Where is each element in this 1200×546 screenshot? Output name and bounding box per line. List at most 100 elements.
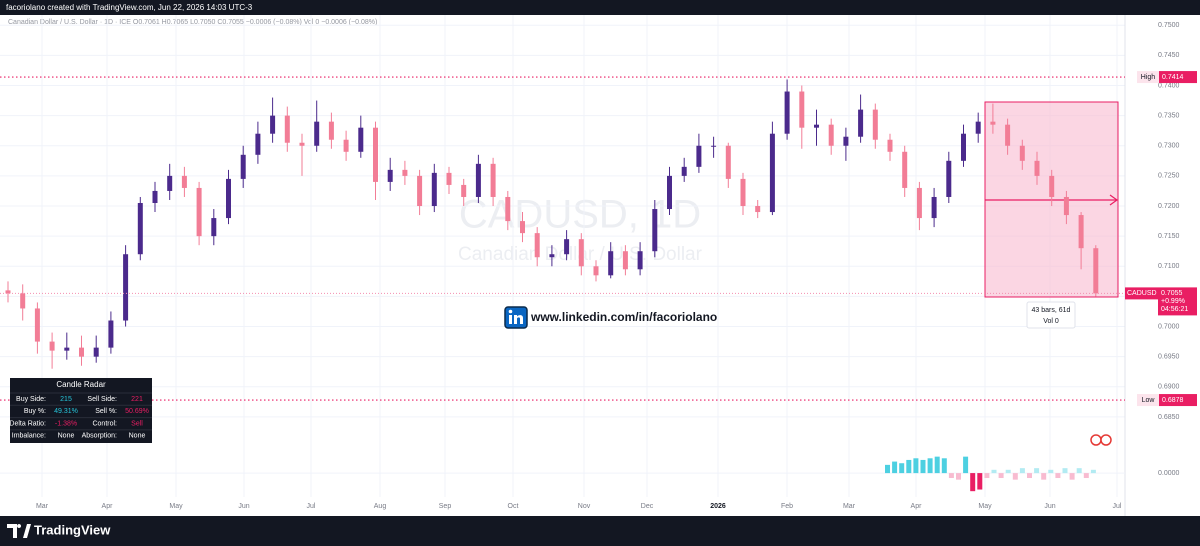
candle-body <box>108 320 114 348</box>
low-value: 0.6878 <box>1162 397 1184 404</box>
candle-body <box>1078 215 1084 249</box>
osc-bar <box>885 464 890 474</box>
last-symbol-box <box>1125 287 1158 300</box>
candle-body <box>79 347 84 357</box>
y-tick-label: 0.7450 <box>1158 52 1180 59</box>
y-tick-label: 0.7300 <box>1158 143 1180 150</box>
osc-bar <box>941 458 947 474</box>
y-tick-label: 0.7250 <box>1158 173 1180 180</box>
osc-bar <box>892 461 898 474</box>
radar-bg <box>10 378 152 443</box>
flag-icon <box>1100 434 1112 446</box>
osc-bar <box>1005 469 1011 474</box>
candle-body <box>755 206 761 213</box>
measure-vol: Vol 0 <box>1043 318 1059 325</box>
y-tick-label: 0.6850 <box>1158 414 1180 421</box>
candle-body <box>1034 160 1040 176</box>
radar-cell: Sell Side: <box>87 396 117 403</box>
candle-body <box>593 266 599 276</box>
linkedin-icon-dot <box>508 309 513 314</box>
candle-body <box>137 203 143 255</box>
radar-cell: Buy Side: <box>16 396 46 403</box>
candle-body <box>167 175 173 191</box>
candle-body <box>446 172 452 185</box>
candle-body <box>461 184 467 197</box>
osc-bar <box>977 473 983 490</box>
candle-body <box>490 163 496 197</box>
radar-cell: None <box>58 433 75 440</box>
candle-radar: Candle Radar Buy Side: 215 Sell Side: 221 Buy… <box>9 378 152 443</box>
y-tick-label: 0.7200 <box>1158 203 1180 210</box>
x-tick-label: Apr <box>102 503 114 510</box>
radar-cell: Absorption: <box>82 433 117 440</box>
candle-body <box>240 154 246 179</box>
candle-body <box>1063 196 1069 216</box>
y-tick-label: 0.7000 <box>1158 323 1180 330</box>
osc-bar <box>1076 468 1082 474</box>
radar-cell: Delta Ratio: <box>9 420 46 427</box>
candles <box>5 79 1099 369</box>
high-tag-box <box>1137 71 1159 84</box>
x-tick-label: Feb <box>781 503 793 510</box>
y-tick-label: 0.7400 <box>1158 82 1180 89</box>
radar-cell: Sell <box>131 420 143 427</box>
linkedin-link: www.linkedin.com/in/facoriolano <box>530 310 717 324</box>
y-tick-label: 0.7500 <box>1158 22 1180 29</box>
osc-bar <box>970 473 976 492</box>
x-tick-label: May <box>169 503 183 510</box>
candle-body <box>1005 124 1011 146</box>
x-tick-label: Aug <box>374 503 387 510</box>
linkedin-icon-i <box>509 315 512 324</box>
candle-body <box>637 251 643 270</box>
radar-cell: Control: <box>92 420 117 427</box>
high-tag: High <box>1141 74 1156 81</box>
candle-body <box>784 91 790 134</box>
candle-body <box>916 187 922 219</box>
candle-body <box>1049 175 1055 197</box>
osc-bar <box>1041 473 1047 480</box>
flag-icon <box>1090 434 1102 446</box>
osc-bar <box>913 458 919 474</box>
osc-bar <box>927 458 933 474</box>
osc-bar <box>1034 468 1040 474</box>
candle-body <box>711 145 717 147</box>
osc-bar <box>956 473 961 480</box>
top-bar <box>0 0 1200 15</box>
x-tick-label: Jun <box>238 503 249 510</box>
candle-body <box>1019 145 1025 161</box>
radar-cell: 49.31% <box>54 408 78 415</box>
osc-bar <box>899 463 905 474</box>
bottom-bar <box>0 516 1200 546</box>
candle-body <box>284 115 290 143</box>
candle-body <box>358 127 364 152</box>
candle-body <box>549 254 555 258</box>
radar-cell: 215 <box>60 396 72 403</box>
y-tick-label: 0.6950 <box>1158 354 1180 361</box>
last-symbol: CADUSD <box>1127 290 1157 297</box>
candle-body <box>622 251 628 270</box>
candle-body <box>769 133 775 213</box>
candle-body <box>564 239 570 255</box>
osc-bar <box>963 456 969 474</box>
x-tick-label: Mar <box>843 503 856 510</box>
osc-bar <box>1019 468 1025 474</box>
last-value-box <box>1158 287 1197 316</box>
candle-body <box>34 308 40 342</box>
header-text: facoriolano created with TradingView.com… <box>6 3 253 12</box>
radar-cell: 50.69% <box>125 408 149 415</box>
radar-cell: 221 <box>131 396 143 403</box>
osc-bar <box>1048 469 1054 474</box>
x-tick-label: Dec <box>641 503 654 510</box>
candle-body <box>814 124 819 128</box>
candle-body <box>387 169 393 182</box>
candle-body <box>328 121 334 140</box>
linkedin-icon-n <box>514 315 523 324</box>
candle-body <box>828 124 834 146</box>
x-tick-label: Apr <box>911 503 923 510</box>
candle-body <box>270 115 276 134</box>
radar-cell: Sell %: <box>95 408 117 415</box>
osc-bar <box>906 459 912 474</box>
candle-body <box>123 254 129 321</box>
tradingview-logo <box>7 524 31 538</box>
